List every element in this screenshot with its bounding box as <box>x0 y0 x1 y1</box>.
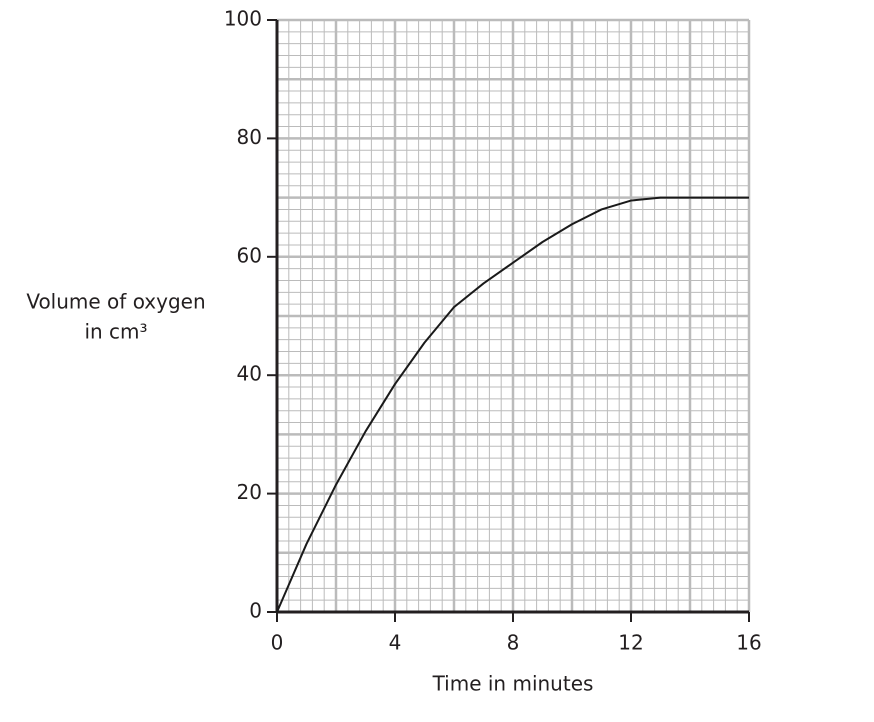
y-axis-label: in cm³ <box>84 320 147 344</box>
y-tick-label: 0 <box>249 599 262 623</box>
x-tick-label: 4 <box>389 631 402 655</box>
y-tick-label: 20 <box>237 480 262 504</box>
y-tick-label: 40 <box>237 362 262 386</box>
y-tick-label: 80 <box>237 125 262 149</box>
x-tick-label: 12 <box>618 631 643 655</box>
x-tick-label: 8 <box>507 631 520 655</box>
y-tick-label: 60 <box>237 243 262 267</box>
x-tick-label: 0 <box>271 631 284 655</box>
y-tick-label: 100 <box>224 7 262 31</box>
y-axis-label: Volume of oxygen <box>26 290 205 314</box>
x-axis-label: Time in minutes <box>432 672 594 696</box>
data-line <box>276 196 749 613</box>
x-tick-label: 16 <box>736 631 761 655</box>
